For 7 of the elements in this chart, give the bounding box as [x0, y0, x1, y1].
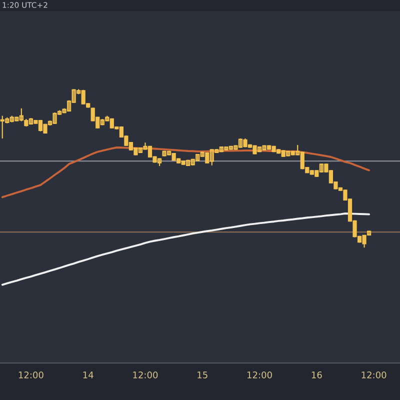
x-tick-label: 12:00	[248, 371, 272, 378]
x-tick-label: 14	[83, 372, 94, 378]
x-tick-label: 12:00	[362, 371, 386, 378]
x-tick-label: 12:00	[133, 371, 158, 378]
x-tick-label: 15	[198, 372, 208, 378]
x-tick-label: 16	[312, 371, 322, 378]
x-tick-label: 12:00	[18, 371, 44, 378]
